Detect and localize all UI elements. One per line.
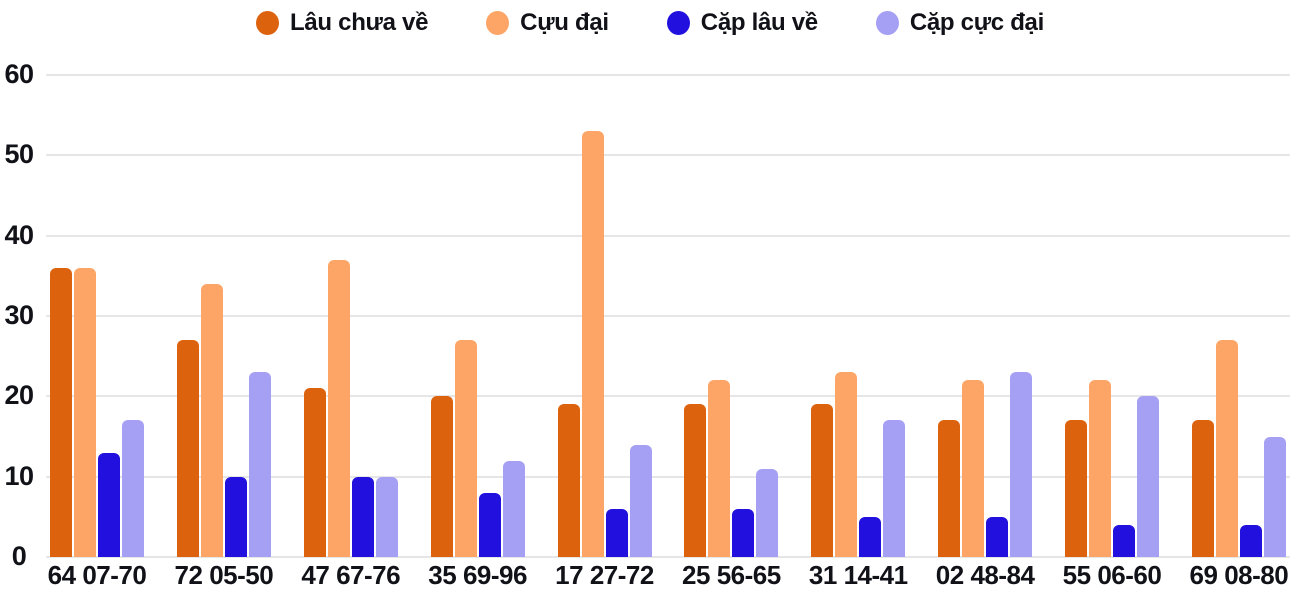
x-tick-label: 69 08-80 [1189, 560, 1289, 590]
gridline-60 [46, 74, 1290, 76]
bar [1113, 524, 1135, 557]
bar-groups [46, 75, 1290, 557]
gridline-30 [46, 315, 1290, 317]
bar [1215, 340, 1238, 557]
bar [1137, 396, 1159, 557]
y-tick-label-40: 40 [4, 219, 34, 250]
gridline-0 [46, 556, 1290, 558]
x-tick-label: 35 69-96 [428, 560, 527, 590]
legend-item-3[interactable]: Cặp cực đại [875, 9, 1044, 37]
bar [835, 372, 858, 557]
y-tick-label-20: 20 [4, 380, 34, 411]
x-tick-label: 31 14-41 [808, 560, 908, 590]
bar [708, 380, 731, 557]
bar [1239, 524, 1262, 557]
bar [557, 404, 580, 557]
bar [986, 516, 1009, 557]
bar [454, 340, 477, 557]
x-tick-label: 47 67-76 [301, 560, 401, 590]
bar [938, 420, 961, 557]
bar [581, 131, 604, 557]
legend-marker-icon [666, 11, 690, 35]
gridline-10 [46, 475, 1290, 478]
plot-area [46, 74, 1290, 558]
y-tick-label-30: 30 [4, 300, 34, 330]
y-tick-label-10: 10 [4, 460, 34, 491]
x-axis: 64 07-70 72 05-50 47 67-76 35 69-96 17 27-72… [46, 560, 1290, 591]
bar [859, 516, 882, 557]
bar [1065, 420, 1087, 557]
bar-group-17 27-72 [557, 75, 652, 557]
x-tick-label: 17 27-72 [555, 560, 654, 590]
bar [176, 340, 199, 557]
legend-label: Cựu đại [520, 9, 609, 36]
bar [248, 372, 271, 557]
legend-marker-icon [486, 11, 510, 35]
x-tick-label: 55 06-60 [1062, 560, 1162, 590]
bar [351, 476, 374, 557]
legend-label: Cặp lâu về [700, 9, 818, 36]
bar [98, 452, 120, 557]
bar [629, 444, 652, 557]
bar [1263, 436, 1286, 557]
bar-group-47 67-76 [303, 75, 398, 557]
bar [1089, 380, 1111, 557]
bar [684, 404, 707, 557]
bar-group-25 56-65 [684, 75, 779, 557]
bar [605, 508, 628, 557]
legend-item-0[interactable]: Lâu chưa về [256, 9, 428, 37]
bar-group-64 07-70 [50, 75, 144, 557]
gridline-20 [46, 395, 1290, 398]
legend-label: Lâu chưa về [290, 9, 429, 36]
y-tick-label-60: 60 [4, 59, 34, 89]
bar-group-72 05-50 [176, 75, 271, 557]
x-tick-label: 64 07-70 [47, 560, 147, 590]
bar-group-31 14-41 [811, 75, 906, 557]
bar [122, 420, 144, 557]
legend-item-1[interactable]: Cựu đại [486, 9, 609, 37]
bar [811, 404, 834, 557]
bar [430, 396, 453, 557]
bar [200, 283, 223, 557]
legend-marker-icon [256, 11, 280, 35]
bar [375, 476, 398, 557]
bar [224, 476, 247, 557]
bar [502, 460, 525, 557]
x-tick-label: 02 48-84 [935, 560, 1035, 590]
bar [74, 267, 96, 557]
bar [883, 420, 906, 557]
legend-marker-icon [875, 11, 899, 35]
bar [962, 380, 985, 557]
bar [732, 508, 755, 557]
bar [1010, 372, 1033, 557]
bar [1191, 420, 1214, 557]
bar-group-35 69-96 [430, 75, 525, 557]
chart-legend: Lâu chưa về Cựu đại Cặp lâu về Cặp cực đại [0, 9, 1300, 37]
legend-item-2[interactable]: Cặp lâu về [666, 9, 818, 37]
gridline-50 [46, 154, 1290, 157]
bar-group-55 06-60 [1065, 75, 1159, 557]
bar [327, 259, 350, 557]
bar-group-02 48-84 [938, 75, 1033, 557]
bar-group-69 08-80 [1191, 75, 1286, 557]
bar [50, 267, 72, 557]
bar [478, 492, 501, 557]
legend-label: Cặp cực đại [909, 9, 1044, 36]
bar [303, 388, 326, 557]
gridline-40 [46, 234, 1290, 237]
bar [756, 468, 779, 557]
y-tick-label-50: 50 [4, 139, 34, 170]
x-tick-label: 25 56-65 [682, 560, 781, 590]
y-tick-label-0: 0 [11, 541, 27, 571]
x-tick-label: 72 05-50 [174, 560, 274, 590]
